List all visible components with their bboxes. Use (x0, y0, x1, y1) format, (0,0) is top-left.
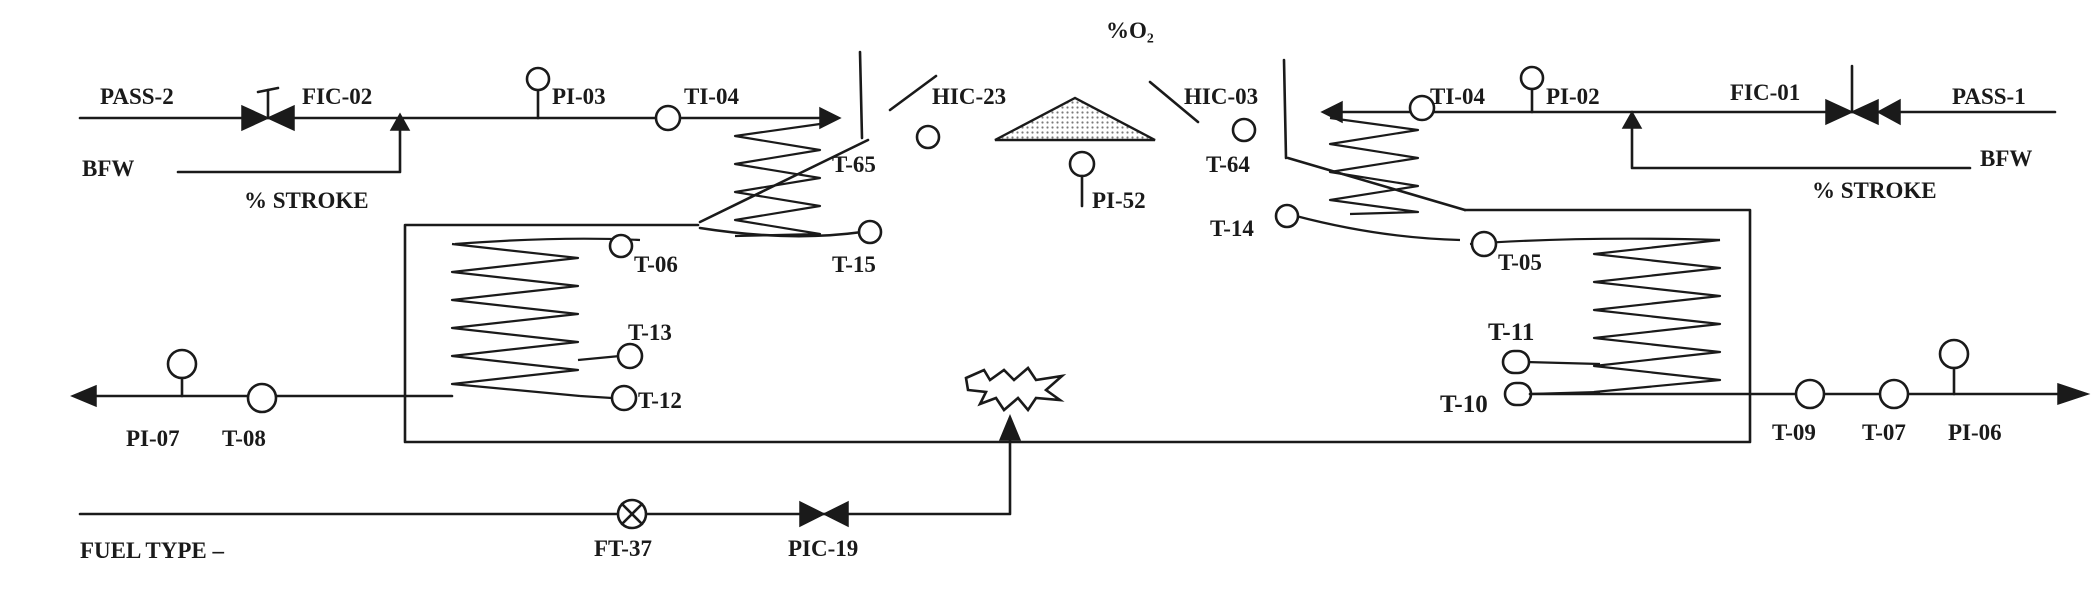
t12-label: T-12 (638, 388, 682, 413)
t14-tube (1295, 214, 1461, 242)
pass2-arrowhead (819, 106, 842, 130)
pic19-valve-icon[interactable] (799, 500, 849, 528)
burner-nozzle (998, 414, 1022, 441)
bfw-right-label: BFW (1980, 146, 2032, 171)
pi52-label: PI-52 (1092, 188, 1146, 213)
stroke-right-label: % STROKE (1812, 178, 1937, 203)
t06-label: T-06 (634, 252, 678, 277)
t64-sensor-icon[interactable] (1231, 117, 1257, 143)
t65-label: T-65 (832, 152, 876, 177)
t15-sensor-icon[interactable] (857, 219, 883, 245)
ti04-right-label: TI-04 (1430, 84, 1485, 109)
ft37-label: FT-37 (594, 536, 652, 561)
o2-label: %O₂ (1106, 18, 1154, 43)
pass1-label: PASS-1 (1952, 84, 2026, 109)
t65-sensor-icon[interactable] (915, 124, 941, 150)
t05-label: T-05 (1498, 250, 1542, 275)
t12-sensor-icon[interactable] (610, 384, 638, 412)
roof-triangle (994, 96, 1156, 142)
bfw-right-arrowhead (1621, 110, 1643, 129)
burner-flame-icon (964, 366, 1067, 413)
t12-tube (579, 394, 613, 400)
pi52-gauge-icon[interactable] (1068, 150, 1096, 208)
ft37-flow-transmitter-icon[interactable] (616, 498, 648, 530)
pi06-label: PI-06 (1948, 420, 2002, 445)
fuel-line (78, 438, 1012, 516)
right-upper-coil (1328, 116, 1420, 216)
t08-sensor-icon[interactable] (246, 382, 278, 414)
right-lower-coil (1592, 238, 1722, 394)
left-upper-coil (733, 122, 822, 238)
pi02-label: PI-02 (1546, 84, 1600, 109)
t11-sensor-icon[interactable] (1501, 349, 1531, 375)
t11-label: T-11 (1488, 319, 1534, 346)
t13-label: T-13 (628, 320, 672, 345)
left-outlet-arrowhead (70, 384, 97, 408)
ti04-right-sensor-icon[interactable] (1408, 94, 1436, 122)
hic23-damper (888, 74, 938, 112)
hic23-label: HIC-23 (932, 84, 1006, 109)
right-transfer-tube (1286, 156, 1467, 212)
left-stack-wall (858, 50, 864, 140)
pic19-label: PIC-19 (788, 536, 858, 561)
ti04-left-label: TI-04 (684, 84, 739, 109)
t13-sensor-icon[interactable] (616, 342, 644, 370)
fuel-type-label: FUEL TYPE – (80, 538, 224, 563)
stroke-left-label: % STROKE (244, 188, 369, 213)
fic02-valve-icon[interactable] (241, 86, 295, 132)
t14-sensor-icon[interactable] (1274, 203, 1300, 229)
t13-tube (577, 354, 621, 362)
ti04-left-sensor-icon[interactable] (654, 104, 682, 132)
bfw-left-label: BFW (82, 156, 134, 181)
t11-tube (1525, 360, 1601, 366)
t05-tube (1469, 237, 1721, 246)
left-lower-coil (450, 242, 581, 398)
pi02-gauge-icon[interactable] (1519, 65, 1545, 114)
right-stack-wall (1282, 58, 1288, 160)
t10-label: T-10 (1440, 391, 1488, 418)
bfw-left-arrowhead (389, 112, 411, 131)
t07-label: T-07 (1862, 420, 1906, 445)
bfw-left-line (176, 116, 402, 174)
pi07-label: PI-07 (126, 426, 180, 451)
t07-sensor-icon[interactable] (1878, 378, 1910, 410)
pass1-inlet-arrow (1876, 98, 1901, 126)
pi07-gauge-icon[interactable] (166, 348, 198, 398)
hic03-damper (1148, 80, 1200, 124)
pi03-label: PI-03 (552, 84, 606, 109)
pi06-gauge-icon[interactable] (1938, 338, 1970, 396)
furnace-wall (403, 208, 1752, 444)
fic01-label: FIC-01 (1730, 80, 1800, 105)
t10-sensor-icon[interactable] (1503, 381, 1533, 407)
t09-sensor-icon[interactable] (1794, 378, 1826, 410)
fic02-label: FIC-02 (302, 84, 372, 109)
pi03-gauge-icon[interactable] (525, 66, 551, 120)
t06-sensor-icon[interactable] (608, 233, 634, 259)
pass1-arrowhead (1320, 100, 1343, 124)
pass2-label: PASS-2 (100, 84, 174, 109)
hic03-label: HIC-03 (1184, 84, 1258, 109)
t15-tube (698, 226, 864, 238)
bfw-right-line (1630, 110, 1972, 170)
t05-sensor-icon[interactable] (1470, 230, 1498, 258)
t64-label: T-64 (1206, 152, 1250, 177)
left-transfer-tube (698, 138, 870, 224)
t15-label: T-15 (832, 252, 876, 277)
t14-label: T-14 (1210, 216, 1254, 241)
right-outlet-arrowhead (2057, 382, 2091, 406)
fic01-valve-icon[interactable] (1825, 64, 1879, 126)
t08-label: T-08 (222, 426, 266, 451)
t09-label: T-09 (1772, 420, 1816, 445)
